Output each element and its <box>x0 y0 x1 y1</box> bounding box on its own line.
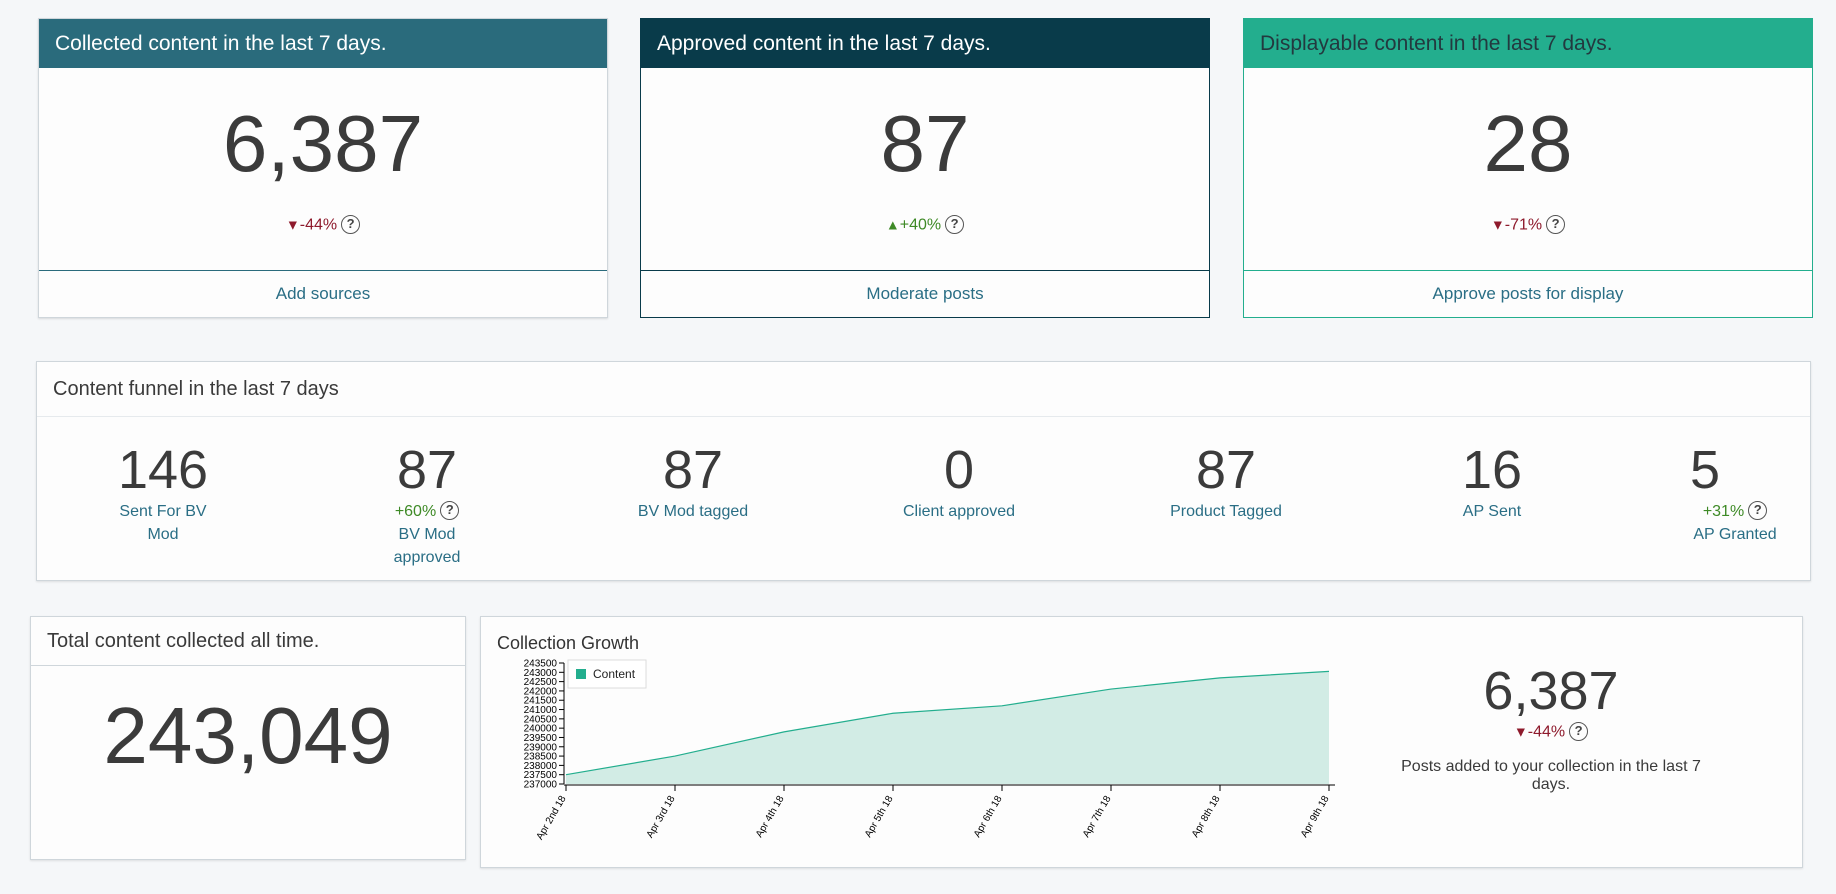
down-arrow-icon: ▼ <box>1513 723 1528 740</box>
approved-value: 87 <box>880 99 970 188</box>
y-tick-label: 241000 <box>524 705 558 716</box>
x-tick-label: Apr 5th 18 <box>863 794 896 840</box>
collected-card: Collected content in the last 7 days. 6,… <box>38 18 608 318</box>
y-tick-label: 243500 <box>524 659 558 670</box>
area-fill <box>566 671 1329 784</box>
growth-delta-value: -44% <box>1527 723 1566 741</box>
funnel-label-link[interactable]: BV Mod tagged <box>637 503 749 520</box>
funnel-delta-value: +60% <box>394 503 437 520</box>
approved-delta-value: +40% <box>899 216 942 234</box>
growth-stat: 6,387 ▼-44%? Posts added to your collect… <box>1381 661 1721 794</box>
y-tick-label: 243000 <box>524 668 558 679</box>
y-tick-label: 238000 <box>524 761 558 772</box>
funnel-label-link[interactable]: BV Mod approved <box>393 526 461 566</box>
collection-growth-panel: 237000 237500 238000 238500 239000 239500 2400… <box>480 616 1803 868</box>
funnel-value: 0 <box>943 440 975 500</box>
add-sources-link[interactable]: Add sources <box>39 270 607 317</box>
help-icon[interactable]: ? <box>1569 722 1589 741</box>
funnel-item-bv-mod-approved: 87 +60%? BV Mod approved <box>327 440 527 569</box>
help-icon[interactable]: ? <box>341 215 361 234</box>
funnel-label-link[interactable]: AP Sent <box>1462 503 1522 520</box>
funnel-value: 87 <box>1195 440 1257 500</box>
funnel-item-sent-for-bv-mod: 146 Sent For BV Mod <box>63 440 263 546</box>
total-content-title: Total content collected all time. <box>31 617 465 666</box>
total-content-card: Total content collected all time. 243,04… <box>30 616 466 860</box>
y-tick-label: 242000 <box>524 686 558 697</box>
y-tick-label: 239000 <box>524 742 558 753</box>
funnel-item-ap-granted: 5 +31%? AP Granted <box>1605 440 1805 546</box>
legend-swatch <box>576 669 586 679</box>
collection-growth-chart: 2370002375002380002385002390002395002400… <box>524 659 1335 842</box>
funnel-value: 16 <box>1461 440 1523 500</box>
y-tick-label: 238500 <box>524 752 558 763</box>
y-tick-label: 242500 <box>524 677 558 688</box>
funnel-value: 87 <box>396 440 458 500</box>
growth-caption: Posts added to your collection in the la… <box>1401 758 1701 793</box>
y-tick-label: 237500 <box>524 770 558 781</box>
funnel-delta: +31%? <box>1605 500 1805 523</box>
chart-title: Collection Growth <box>497 633 640 653</box>
displayable-delta: ▼-71%? <box>1244 215 1812 238</box>
y-tick-label: 237000 <box>524 780 558 791</box>
funnel-value: 5 <box>1689 440 1721 500</box>
help-icon[interactable]: ? <box>1748 501 1768 521</box>
collected-delta: ▼-44%? <box>39 215 607 238</box>
funnel-value: 146 <box>117 440 209 500</box>
down-arrow-icon: ▼ <box>1490 216 1505 233</box>
y-tick-label: 241500 <box>524 696 558 707</box>
legend-label: Content <box>593 667 636 681</box>
funnel-item-ap-sent: 16 AP Sent <box>1392 440 1592 523</box>
approved-card-title: Approved content in the last 7 days. <box>641 19 1209 68</box>
x-tick-label: Apr 7th 18 <box>1081 794 1114 840</box>
funnel-label-link[interactable]: Client approved <box>902 503 1016 520</box>
x-tick-label: Apr 8th 18 <box>1190 794 1223 840</box>
moderate-posts-link[interactable]: Moderate posts <box>641 270 1209 317</box>
displayable-card: Displayable content in the last 7 days. … <box>1243 18 1813 318</box>
y-tick-label: 240500 <box>524 714 558 725</box>
approve-for-display-link[interactable]: Approve posts for display <box>1244 270 1812 317</box>
growth-stat-delta: ▼-44%? <box>1381 722 1721 742</box>
x-tick-label: Apr 6th 18 <box>972 794 1005 840</box>
displayable-delta-value: -71% <box>1504 216 1543 234</box>
help-icon[interactable]: ? <box>1546 215 1566 234</box>
x-tick-label: Apr 9th 18 <box>1299 794 1332 840</box>
help-icon[interactable]: ? <box>945 215 965 234</box>
funnel-delta-value: +31% <box>1702 503 1745 520</box>
displayable-card-title: Displayable content in the last 7 days. <box>1244 19 1812 68</box>
funnel-value: 87 <box>662 440 724 500</box>
funnel-item-client-approved: 0 Client approved <box>859 440 1059 523</box>
funnel-item-bv-mod-tagged: 87 BV Mod tagged <box>593 440 793 523</box>
funnel-label-link[interactable]: Product Tagged <box>1170 503 1282 520</box>
funnel-title: Content funnel in the last 7 days <box>37 362 1810 417</box>
total-content-value: 243,049 <box>103 691 393 780</box>
up-arrow-icon: ▲ <box>885 216 900 233</box>
area-line <box>565 670 1330 776</box>
y-tick-label: 239500 <box>524 733 558 744</box>
funnel-item-product-tagged: 87 Product Tagged <box>1126 440 1326 523</box>
funnel-label-link[interactable]: Sent For BV Mod <box>119 503 207 543</box>
funnel-label-link[interactable]: AP Granted <box>1693 526 1777 543</box>
collected-card-title: Collected content in the last 7 days. <box>39 19 607 68</box>
displayable-value: 28 <box>1483 99 1573 188</box>
content-funnel-panel: Content funnel in the last 7 days 146 Se… <box>36 361 1811 581</box>
help-icon[interactable]: ? <box>440 501 460 521</box>
y-tick-label: 240000 <box>524 724 558 735</box>
approved-card: Approved content in the last 7 days. 87 … <box>640 18 1210 318</box>
x-tick-label: Apr 2nd 18 <box>535 794 569 842</box>
collected-value: 6,387 <box>222 99 424 188</box>
x-tick-label: Apr 4th 18 <box>754 794 787 840</box>
funnel-delta: +60%? <box>327 500 527 523</box>
down-arrow-icon: ▼ <box>285 216 300 233</box>
x-tick-label: Apr 3rd 18 <box>645 794 678 840</box>
approved-delta: ▲+40%? <box>641 215 1209 238</box>
collected-delta-value: -44% <box>299 216 338 234</box>
growth-stat-value: 6,387 <box>1483 661 1619 721</box>
